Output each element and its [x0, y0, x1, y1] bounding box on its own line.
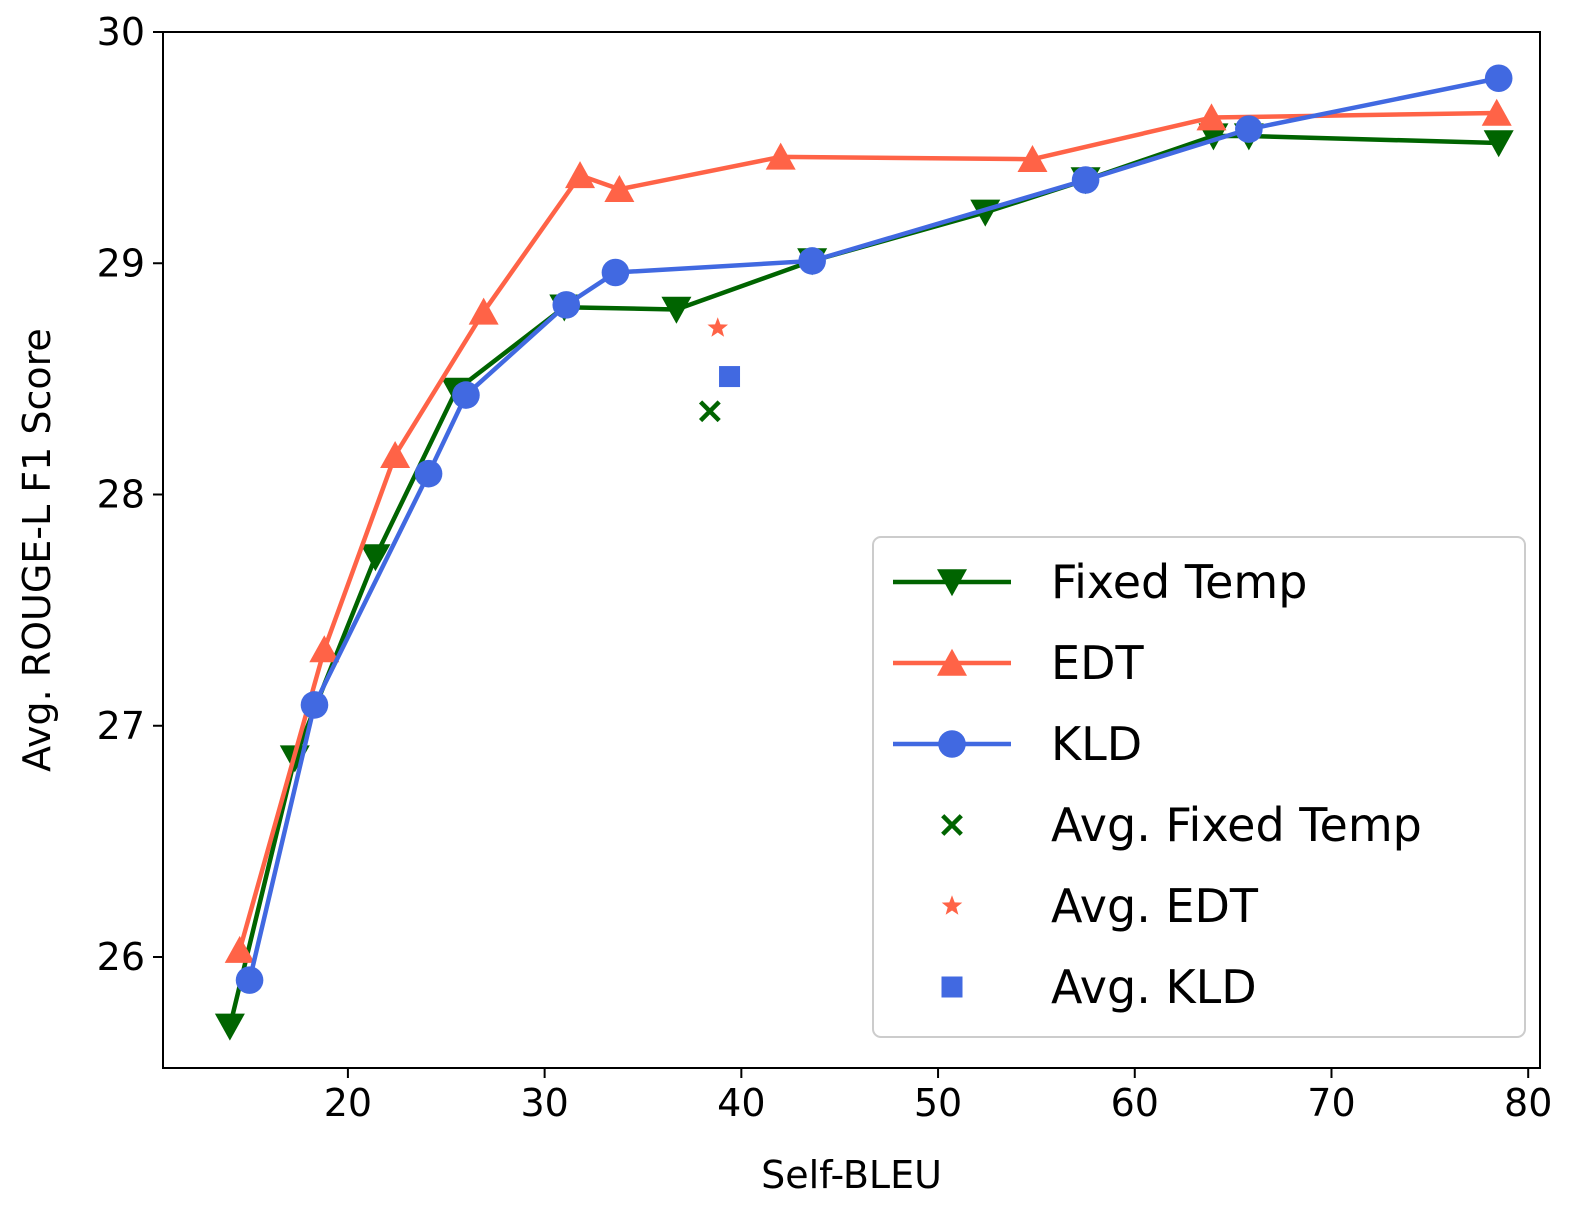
y-tick-label: 30	[97, 10, 145, 54]
data-point	[235, 966, 264, 994]
x-marker-stroke	[698, 400, 721, 423]
legend-label: EDT	[1051, 636, 1144, 690]
plot-marks	[214, 64, 1514, 1041]
data-point	[798, 247, 826, 275]
legend-item: EDT	[893, 636, 1144, 690]
legend: Fixed Temp EDT KLD Avg. Fixed Temp Avg. EDT A…	[872, 536, 1526, 1038]
legend-marker	[941, 895, 963, 915]
legend-label: Avg. KLD	[1051, 960, 1257, 1014]
x-tick-label: 80	[1504, 1081, 1552, 1125]
data-point	[719, 366, 741, 388]
legend-label: Avg. EDT	[1051, 879, 1259, 933]
data-point	[360, 544, 391, 572]
legend-marker	[937, 648, 967, 676]
data-point	[414, 459, 443, 488]
data-point	[309, 635, 340, 663]
x-tick-label: 30	[520, 1081, 568, 1125]
legend-item: Avg. KLD	[941, 960, 1257, 1014]
data-point	[380, 440, 411, 468]
y-axis-ticks: 26 27 28 29 30	[97, 10, 163, 979]
data-point	[604, 175, 635, 202]
legend-label: KLD	[1051, 717, 1142, 771]
data-point	[1484, 64, 1513, 93]
data-point	[300, 691, 329, 719]
data-point	[1196, 103, 1227, 131]
series-4	[707, 317, 729, 337]
legend-marker	[937, 569, 967, 597]
data-point	[765, 142, 796, 170]
x-tick-label: 40	[717, 1081, 765, 1125]
series-1	[224, 98, 1512, 963]
y-tick-label: 28	[97, 473, 145, 517]
data-point	[214, 1013, 245, 1041]
data-point	[1481, 98, 1512, 126]
series-3	[698, 400, 721, 423]
data-point	[468, 297, 499, 325]
plot-frame	[162, 31, 1541, 1069]
x-marker-stroke	[941, 814, 963, 836]
data-point	[452, 381, 480, 409]
legend-label: Fixed Temp	[1051, 555, 1307, 609]
data-point	[1071, 166, 1100, 194]
legend-item: Avg. EDT	[941, 879, 1259, 933]
legend-item: KLD	[893, 717, 1142, 771]
data-point	[707, 317, 729, 337]
x-tick-label: 60	[1111, 1081, 1159, 1125]
x-axis-ticks: 20 30 40 50 60 70 80	[324, 1068, 1552, 1125]
data-point	[565, 161, 596, 189]
legend-marker	[941, 814, 963, 836]
data-point	[661, 296, 692, 324]
series-line	[247, 76, 1500, 981]
series-5	[719, 366, 741, 388]
data-point	[601, 258, 630, 287]
data-point	[1017, 144, 1048, 172]
series-line	[237, 110, 1497, 951]
legend-label: Avg. Fixed Temp	[1051, 798, 1422, 852]
x-axis-label: Self-BLEU	[761, 1153, 942, 1197]
x-tick-label: 20	[324, 1081, 372, 1125]
x-tick-label: 70	[1307, 1081, 1355, 1125]
series-2	[235, 64, 1513, 994]
legend-item: Fixed Temp	[893, 555, 1307, 609]
y-tick-label: 29	[97, 241, 145, 285]
data-point	[224, 935, 255, 963]
legend-box	[872, 536, 1526, 1038]
data-point	[552, 291, 581, 319]
y-tick-label: 26	[97, 935, 145, 979]
legend-marker	[941, 976, 963, 998]
legend-item: Avg. Fixed Temp	[941, 798, 1422, 852]
y-tick-label: 27	[97, 704, 145, 748]
data-point	[1235, 115, 1263, 143]
y-axis-label: Avg. ROUGE-L F1 Score	[15, 328, 59, 772]
data-point	[1483, 130, 1514, 158]
x-tick-label: 50	[914, 1081, 962, 1125]
legend-marker	[938, 730, 966, 758]
data-point	[698, 400, 721, 423]
